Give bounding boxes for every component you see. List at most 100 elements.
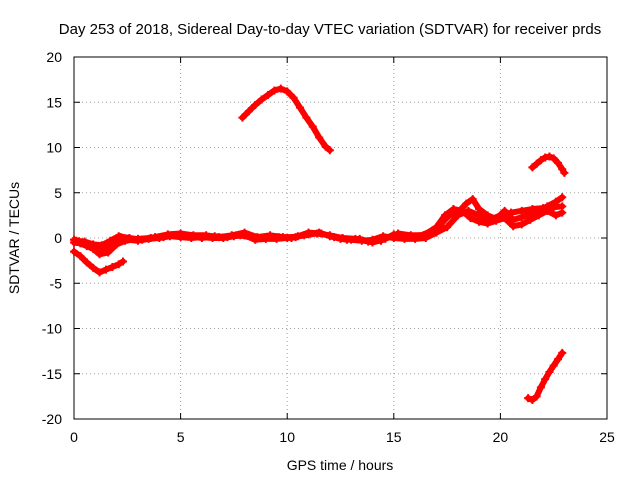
data-point — [558, 348, 567, 357]
data-point — [257, 95, 266, 104]
data-point — [82, 258, 91, 267]
data-point — [381, 234, 390, 243]
data-point — [342, 235, 351, 244]
data-point — [483, 219, 492, 228]
data-point — [95, 250, 104, 259]
data-point — [549, 154, 558, 163]
y-axis-label: SDTVAR / TECUs — [6, 182, 22, 294]
data-point — [291, 233, 300, 242]
data-point — [125, 234, 134, 242]
data-point — [321, 142, 330, 151]
data-point — [524, 394, 533, 403]
data-series — [70, 84, 569, 404]
data-point — [101, 265, 110, 274]
series-main-c — [72, 205, 567, 250]
data-point — [76, 252, 85, 261]
data-point — [283, 87, 292, 96]
data-point — [114, 260, 123, 269]
data-point — [72, 236, 81, 245]
data-point — [492, 216, 501, 225]
data-point — [528, 395, 537, 404]
data-point — [532, 392, 541, 401]
data-point — [202, 231, 211, 240]
data-point — [483, 211, 492, 220]
data-point — [517, 213, 526, 222]
series-late-hump — [528, 152, 569, 177]
data-point — [500, 206, 509, 215]
x-tick-label: 25 — [599, 429, 615, 445]
x-tick-label: 5 — [177, 429, 185, 445]
data-point — [394, 229, 403, 238]
data-point — [558, 208, 567, 217]
data-point — [330, 233, 339, 242]
data-point — [104, 248, 113, 257]
data-point — [560, 168, 569, 177]
data-point — [89, 240, 98, 249]
series-late-dip — [524, 348, 567, 404]
data-point — [440, 211, 449, 220]
data-point — [368, 238, 377, 247]
x-tick-label: 20 — [493, 429, 509, 445]
data-point — [95, 268, 104, 277]
data-point — [189, 231, 198, 240]
data-point — [551, 197, 560, 206]
x-tick-label: 0 — [70, 429, 78, 445]
x-tick-label: 10 — [279, 429, 295, 445]
y-tick-label: -20 — [42, 411, 62, 427]
data-point — [89, 263, 98, 272]
data-point — [549, 361, 558, 370]
data-point — [106, 236, 115, 245]
data-point — [295, 103, 304, 112]
data-point — [317, 229, 326, 238]
data-point — [500, 214, 509, 223]
data-point — [475, 217, 484, 226]
data-point — [80, 237, 89, 246]
data-point — [119, 257, 128, 266]
data-point — [468, 195, 477, 204]
data-point — [278, 233, 287, 242]
data-point — [266, 231, 275, 240]
data-point — [553, 355, 562, 364]
data-point — [355, 234, 364, 243]
series-hump — [238, 84, 334, 155]
data-point — [308, 122, 317, 131]
data-point — [551, 211, 560, 220]
data-point — [276, 84, 285, 93]
data-point — [112, 240, 121, 249]
data-point — [449, 205, 458, 214]
data-point — [138, 235, 147, 244]
data-point — [432, 223, 441, 232]
data-point — [289, 93, 298, 102]
data-point — [443, 223, 452, 232]
data-point — [315, 133, 324, 142]
data-point — [534, 211, 543, 220]
data-point — [114, 232, 123, 241]
y-tick-label: -5 — [50, 275, 63, 291]
chart-title: Day 253 of 2018, Sidereal Day-to-day VTE… — [59, 21, 601, 38]
data-point — [545, 152, 554, 161]
data-point — [151, 233, 160, 242]
data-point — [163, 230, 172, 239]
data-point — [558, 193, 567, 202]
data-point — [238, 113, 247, 122]
data-point — [240, 228, 249, 237]
data-point — [325, 146, 334, 155]
axis-ticks: 0 5 10 15 20 25 -20 -15 -10 -5 0 5 10 15 20 — [42, 49, 615, 445]
y-tick-label: -15 — [42, 366, 62, 382]
data-point — [545, 367, 554, 376]
data-point — [270, 86, 279, 95]
data-point — [97, 241, 106, 250]
data-point — [176, 229, 185, 238]
data-point — [419, 231, 428, 240]
y-tick-label: -10 — [42, 321, 62, 337]
data-point — [227, 231, 236, 240]
data-point — [304, 228, 313, 237]
data-point — [509, 222, 518, 231]
data-point — [553, 158, 562, 167]
y-tick-label: 5 — [54, 185, 62, 201]
data-point — [251, 100, 260, 109]
data-point — [458, 206, 467, 215]
data-point — [532, 159, 541, 168]
data-point — [541, 375, 550, 384]
